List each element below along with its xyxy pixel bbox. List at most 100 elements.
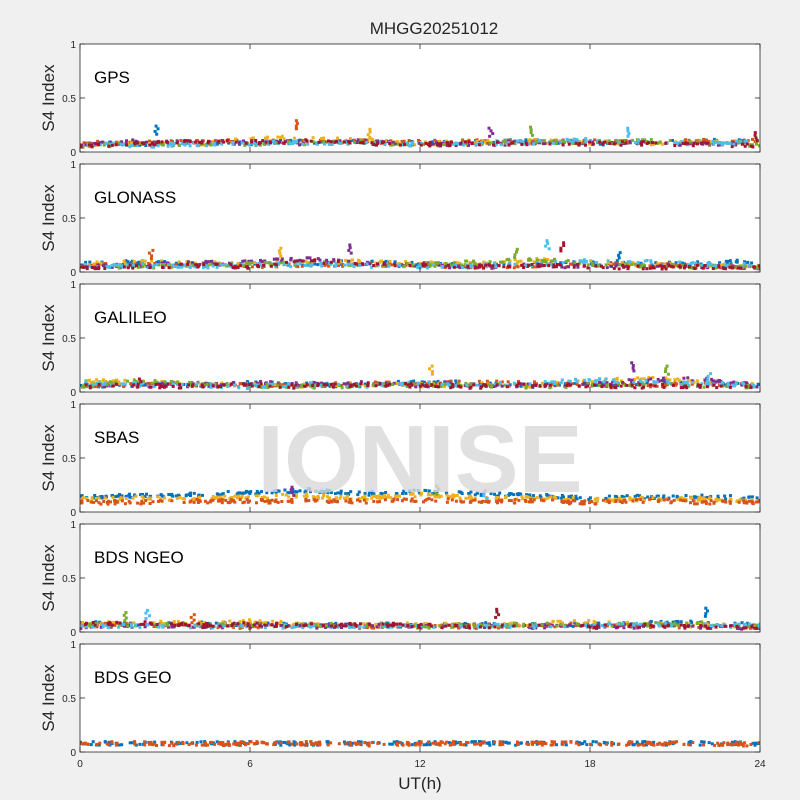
data-point: [734, 143, 738, 147]
data-point: [523, 384, 527, 388]
data-point: [164, 384, 168, 388]
data-point: [249, 382, 253, 386]
data-point: [393, 260, 397, 264]
data-point: [257, 622, 261, 626]
y-tick-label: 0: [70, 508, 76, 519]
data-point: [531, 265, 535, 269]
data-point: [246, 495, 250, 499]
data-point: [538, 264, 542, 268]
data-point: [268, 384, 272, 388]
data-point: [159, 259, 163, 263]
data-point: [472, 625, 476, 628]
data-point: [627, 378, 631, 382]
data-point: [573, 621, 577, 625]
data-point: [747, 624, 751, 628]
data-point: [107, 266, 111, 270]
data-point: [655, 384, 659, 388]
data-point: [326, 491, 330, 495]
data-point: [205, 264, 209, 268]
data-point: [329, 621, 333, 625]
data-point: [422, 380, 426, 384]
data-point: [610, 498, 614, 502]
data-point: [166, 625, 170, 629]
data-point: [95, 267, 99, 271]
data-point: [465, 624, 469, 628]
data-point: [608, 142, 612, 145]
data-point: [555, 263, 559, 266]
data-point: [755, 385, 759, 389]
data-point: [513, 258, 517, 262]
data-point: [455, 142, 459, 145]
data-point: [728, 500, 732, 504]
data-point: [376, 500, 380, 504]
data-point: [295, 490, 299, 494]
data-point: [645, 259, 649, 262]
data-point: [396, 142, 400, 146]
data-point: [82, 141, 86, 145]
data-point: [578, 496, 582, 500]
data-point: [196, 265, 200, 269]
data-point: [686, 383, 690, 387]
data-point: [154, 383, 158, 386]
data-point: [451, 142, 455, 146]
data-point: [714, 380, 718, 384]
data-point: [459, 625, 463, 629]
data-point: [447, 384, 451, 388]
data-point: [388, 382, 392, 386]
data-point: [191, 625, 194, 629]
data-point: [404, 491, 408, 495]
data-point: [757, 382, 760, 386]
data-point: [717, 143, 721, 146]
data-point: [148, 264, 152, 268]
data-point: [700, 620, 704, 624]
data-point: [267, 261, 271, 265]
data-point: [118, 497, 122, 501]
data-point: [532, 494, 535, 498]
data-point: [313, 259, 317, 263]
data-point: [248, 618, 252, 622]
data-point: [621, 264, 625, 267]
data-point: [564, 386, 568, 390]
data-point: [124, 496, 128, 500]
data-point: [526, 382, 530, 386]
data-point: [215, 265, 219, 269]
data-point: [427, 489, 431, 493]
data-point: [640, 263, 644, 266]
data-point: [425, 384, 429, 388]
data-point: [156, 144, 160, 148]
data-point: [359, 139, 363, 143]
data-point: [120, 140, 124, 144]
data-point: [525, 493, 529, 497]
data-point: [479, 623, 482, 627]
data-point: [314, 623, 318, 627]
data-point: [542, 264, 546, 267]
data-point: [123, 382, 127, 386]
data-point: [156, 127, 160, 131]
data-point: [88, 624, 92, 628]
data-point: [315, 498, 319, 502]
data-point: [148, 142, 152, 145]
data-point: [212, 143, 216, 147]
data-point: [262, 142, 266, 146]
data-point: [365, 497, 369, 501]
data-point: [288, 142, 292, 146]
data-point: [383, 498, 387, 502]
data-point: [706, 380, 709, 384]
data-point: [431, 263, 435, 267]
data-point: [605, 266, 609, 270]
data-point: [527, 263, 531, 267]
data-point: [315, 626, 319, 630]
data-point: [162, 261, 166, 265]
data-point: [702, 140, 706, 144]
data-point: [345, 494, 349, 498]
data-point: [165, 140, 169, 144]
data-point: [610, 264, 614, 268]
data-point: [656, 264, 659, 268]
data-point: [573, 261, 577, 265]
data-point: [265, 136, 268, 140]
data-point: [231, 141, 235, 144]
data-point: [703, 264, 707, 268]
series-2: [80, 491, 754, 504]
data-point: [506, 380, 510, 384]
data-point: [259, 258, 262, 262]
